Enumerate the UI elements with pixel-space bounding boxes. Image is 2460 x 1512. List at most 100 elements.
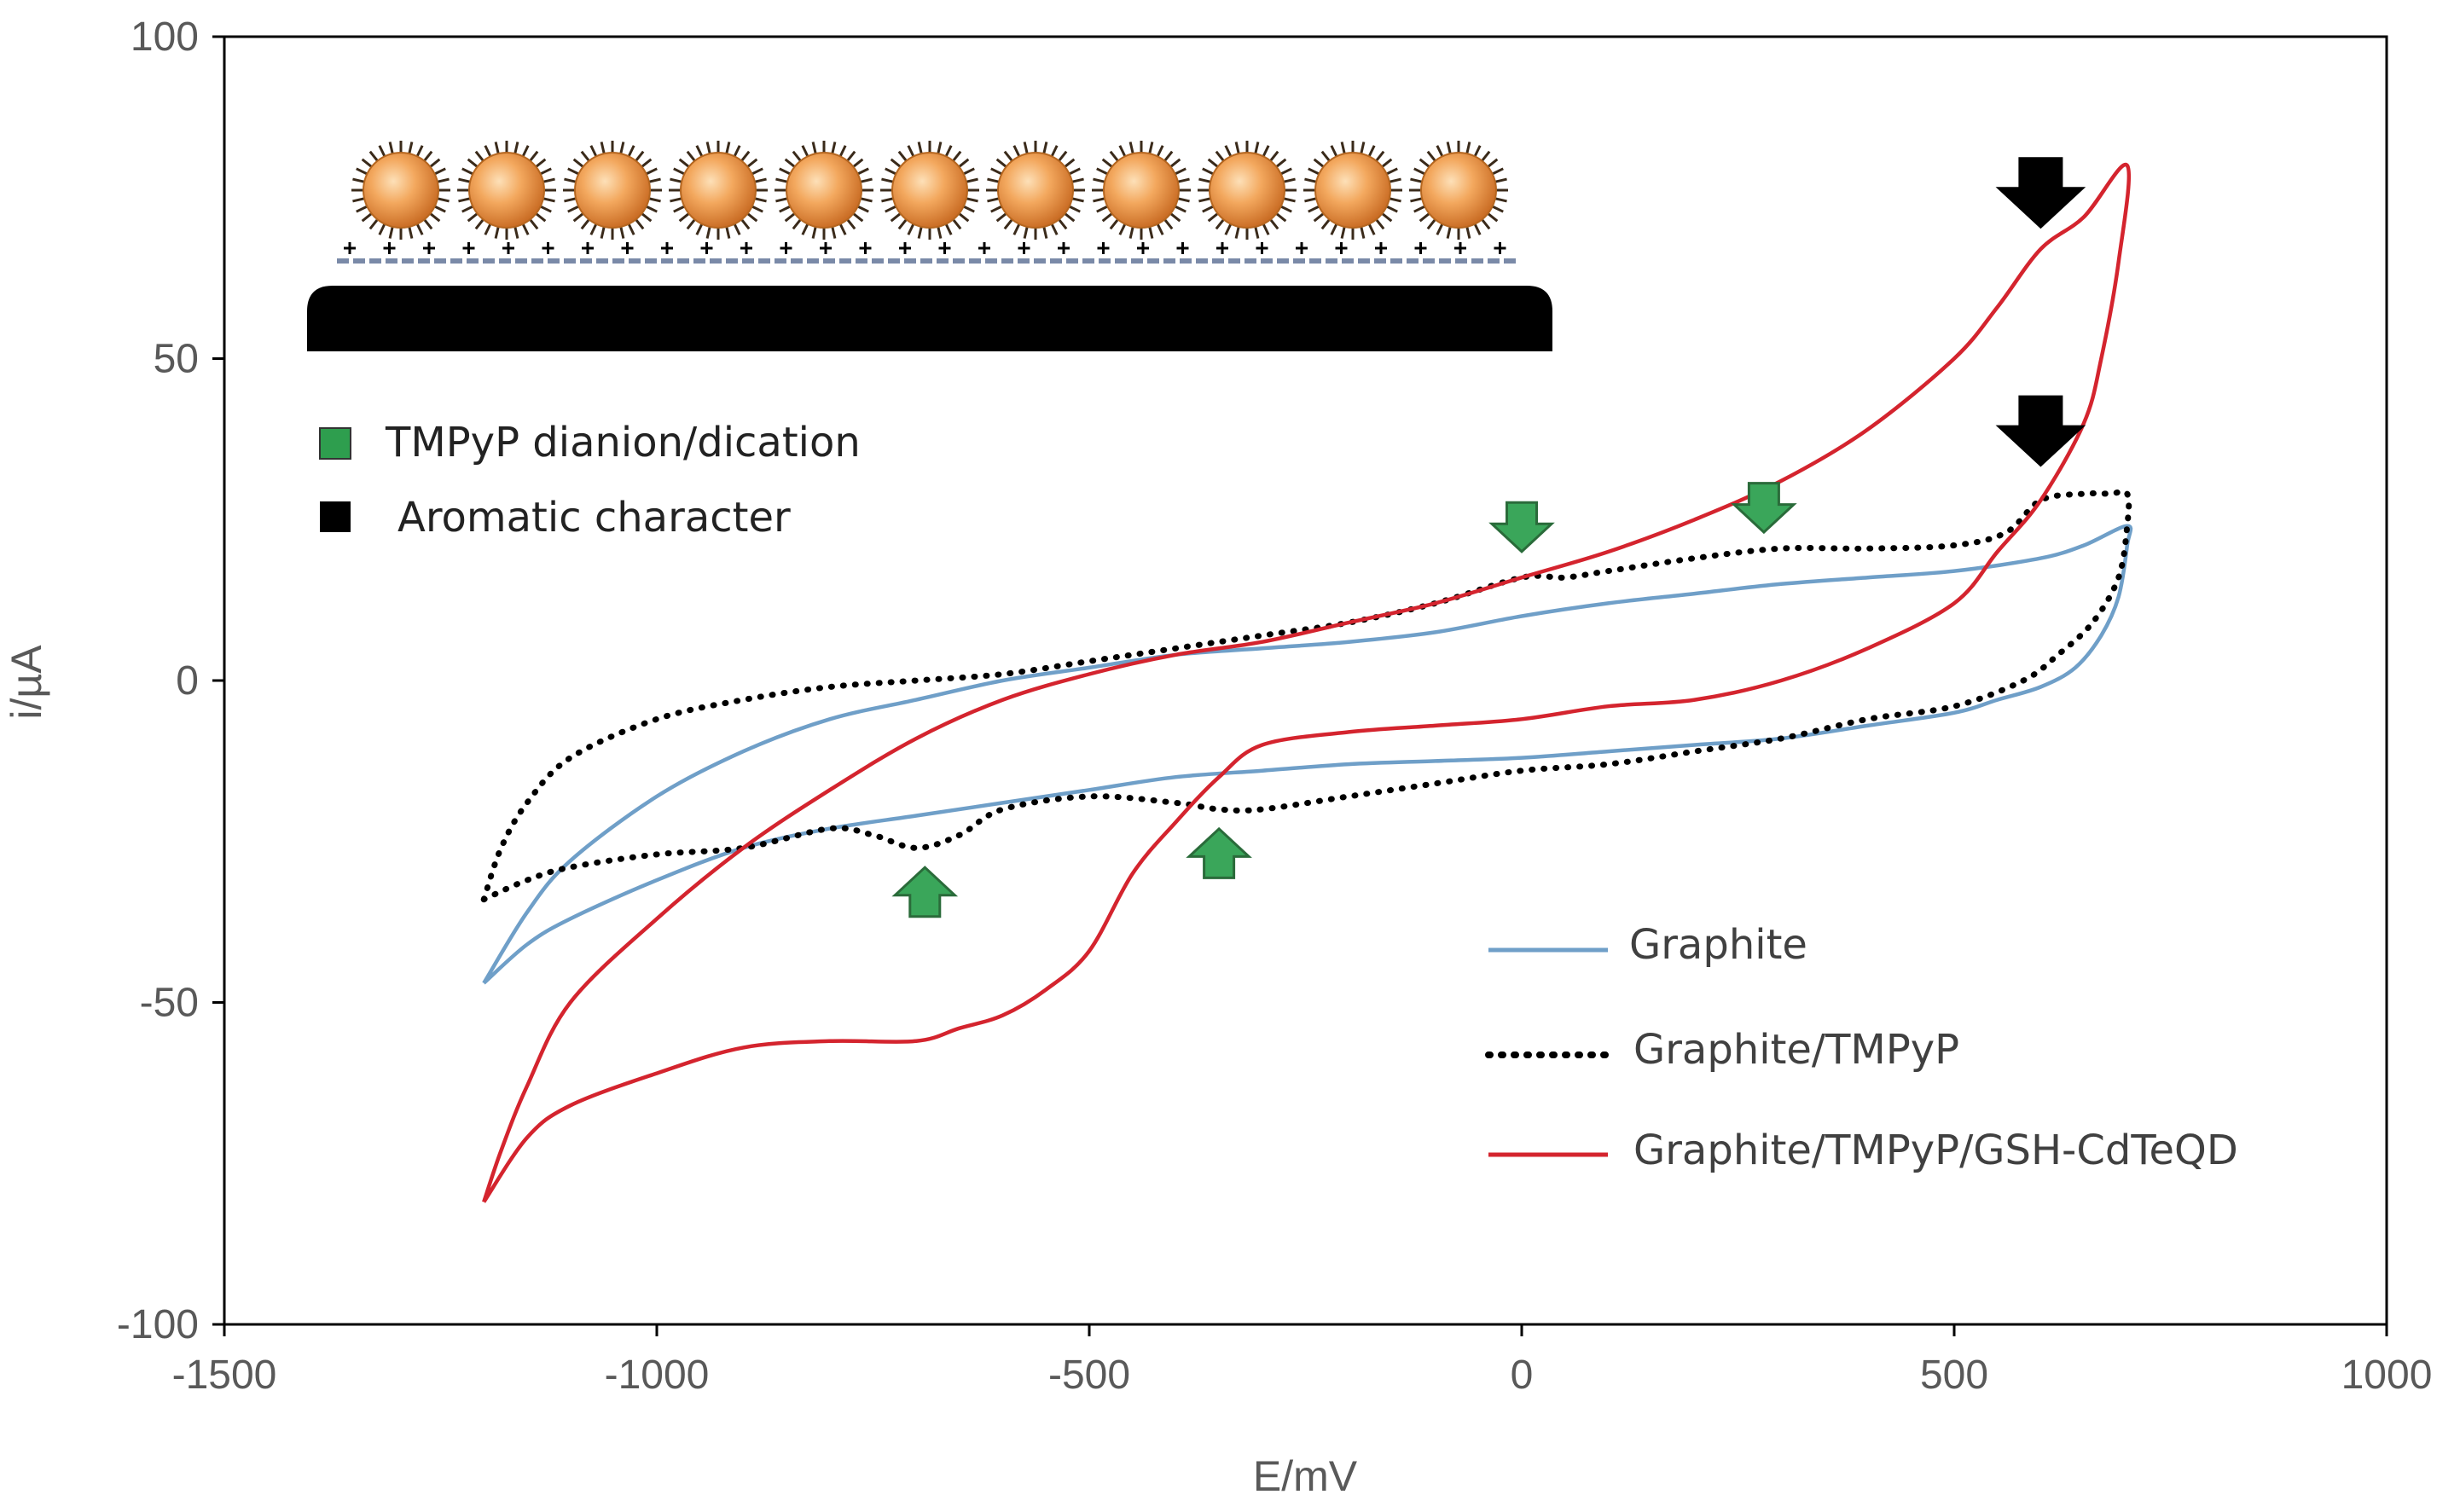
ligand-mark <box>1224 223 1233 235</box>
ligand-mark <box>1473 145 1482 158</box>
ligand-mark <box>937 142 943 155</box>
ligand-mark <box>567 205 580 213</box>
ligand-mark <box>458 197 472 203</box>
ligand-mark <box>838 145 847 158</box>
ligand-mark <box>1068 167 1081 176</box>
ligand-mark <box>422 217 433 230</box>
ligand-mark <box>1234 225 1240 239</box>
ligand-mark <box>461 167 474 176</box>
ligand-mark <box>1012 223 1021 235</box>
ligand-mark <box>1148 142 1154 155</box>
y-tick-label: -50 <box>140 981 199 1026</box>
ligand-mark <box>1374 217 1385 230</box>
ligand-mark <box>859 197 873 203</box>
ligand-mark <box>917 142 923 155</box>
ligand-mark <box>1410 177 1424 183</box>
ligand-mark <box>1068 205 1081 213</box>
ligand-mark <box>1436 223 1444 235</box>
ligand-mark <box>634 150 645 163</box>
ligand-mark <box>1176 177 1190 183</box>
ligand-mark <box>356 167 368 176</box>
ligand-mark <box>792 217 803 230</box>
ligand-mark <box>436 197 450 203</box>
ligand-mark <box>740 217 751 230</box>
ligand-mark <box>678 211 691 223</box>
ligand-mark <box>1023 142 1029 155</box>
ligand-mark <box>859 177 873 183</box>
ligand-mark <box>779 205 792 213</box>
ligand-mark <box>1215 217 1226 230</box>
x-tick-label: 500 <box>1920 1353 1988 1398</box>
ligand-mark <box>352 197 366 203</box>
ligand-mark <box>987 197 1001 203</box>
ligand-mark <box>838 223 847 235</box>
ligand-mark <box>1340 225 1346 239</box>
ligand-mark <box>811 225 817 239</box>
ligand-mark <box>1491 205 1504 213</box>
ligand-mark <box>1385 205 1398 213</box>
ligand-mark <box>521 223 530 235</box>
ligand-mark <box>1465 225 1471 239</box>
green-up-arrow-icon <box>891 866 959 918</box>
ligand-mark <box>1207 158 1220 169</box>
ligand-mark <box>1374 150 1385 163</box>
quantum-dot-icon <box>1092 141 1191 240</box>
ligand-mark <box>856 167 869 176</box>
quantum-dot-icon <box>669 141 768 240</box>
ligand-mark <box>1050 223 1059 235</box>
ligand-mark <box>733 145 741 158</box>
ligand-mark <box>640 158 653 169</box>
quantum-dot-layer <box>351 141 1508 240</box>
ligand-mark <box>458 177 472 183</box>
green-down-arrow-icon <box>1731 482 1797 535</box>
ligand-mark <box>1385 167 1398 176</box>
ligand-mark <box>542 177 555 183</box>
ligand-mark <box>890 158 902 169</box>
ligand-mark <box>678 158 691 169</box>
ligand-mark <box>753 197 767 203</box>
ligand-mark <box>1279 205 1292 213</box>
ligand-mark <box>528 217 539 230</box>
ligand-mark <box>1446 142 1452 155</box>
quantum-dot-core <box>680 152 757 229</box>
ligand-mark <box>1128 142 1134 155</box>
green-up-arrow-icon <box>1186 826 1252 879</box>
ligand-mark <box>388 225 394 239</box>
ligand-mark <box>1012 145 1021 158</box>
ligand-mark <box>634 217 645 230</box>
ligand-mark <box>1174 205 1186 213</box>
ligand-mark <box>361 158 374 169</box>
ligand-mark <box>494 142 500 155</box>
quantum-dot-core <box>1314 152 1391 229</box>
ligand-mark <box>567 167 580 176</box>
ligand-mark <box>962 167 975 176</box>
ligand-mark <box>627 223 635 235</box>
ligand-mark <box>753 177 767 183</box>
ligand-mark <box>995 158 1008 169</box>
ligand-mark <box>1491 167 1504 176</box>
ligand-mark <box>408 142 414 155</box>
ligand-mark <box>1057 150 1068 163</box>
ligand-mark <box>965 197 978 203</box>
ligand-mark <box>1023 225 1029 239</box>
ligand-mark <box>995 211 1008 223</box>
ligand-mark <box>534 211 547 223</box>
ligand-mark <box>1473 223 1482 235</box>
ligand-mark <box>775 197 789 203</box>
green-down-arrow-icon <box>1488 501 1555 553</box>
chart-legend: Graphite Graphite/TMPyP Graphite/TMPyP/G… <box>1485 921 2238 1174</box>
x-tick-label: 1000 <box>2341 1353 2433 1398</box>
ligand-mark <box>1268 217 1279 230</box>
ligand-mark <box>1486 158 1499 169</box>
black-down-arrow-icon <box>1995 395 2086 467</box>
ligand-mark <box>433 167 446 176</box>
y-tick-label: 0 <box>176 658 199 704</box>
ligand-mark <box>1042 142 1048 155</box>
graphite-curve <box>482 524 2133 985</box>
ligand-mark <box>746 211 758 223</box>
ligand-mark <box>474 150 485 163</box>
ligand-mark <box>564 177 577 183</box>
ligand-mark <box>1003 150 1014 163</box>
ligand-mark <box>937 225 943 239</box>
ligand-mark <box>881 197 895 203</box>
